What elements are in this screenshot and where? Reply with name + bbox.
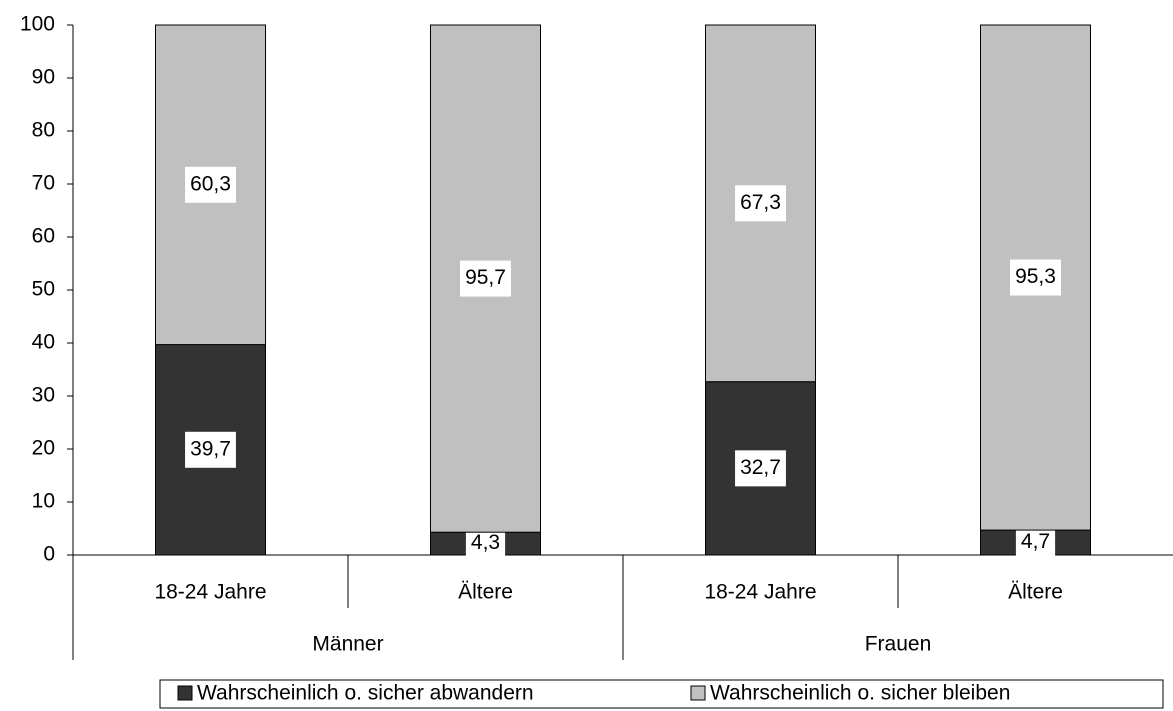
bar-segment xyxy=(980,24,1091,531)
y-tick-label: 80 xyxy=(32,119,55,142)
data-label-box xyxy=(185,166,236,203)
legend-label: Wahrscheinlich o. sicher abwandern xyxy=(197,682,534,705)
legend-label: Wahrscheinlich o. sicher bleiben xyxy=(710,682,1010,705)
y-tick-label: 40 xyxy=(32,331,55,354)
x-tick-label: 18-24 Jahre xyxy=(704,581,816,604)
y-tick-label: 50 xyxy=(32,278,55,301)
data-label: 39,7 xyxy=(190,437,231,460)
legend-box xyxy=(159,679,1164,709)
data-label: 60,3 xyxy=(190,172,231,195)
data-label-box xyxy=(735,185,786,222)
group-label: Männer xyxy=(312,633,383,656)
legend-swatch xyxy=(177,685,193,701)
data-label-box xyxy=(460,260,511,297)
data-label: 4,3 xyxy=(471,531,500,554)
y-tick-label: 90 xyxy=(32,66,55,89)
y-tick-label: 30 xyxy=(32,384,55,407)
data-label: 67,3 xyxy=(740,191,781,214)
data-label: 32,7 xyxy=(740,456,781,479)
legend-swatch xyxy=(690,685,706,701)
x-tick-label: Ältere xyxy=(1008,581,1063,604)
y-tick-label: 70 xyxy=(32,172,55,195)
y-tick-label: 0 xyxy=(43,543,55,566)
x-tick-label: 18-24 Jahre xyxy=(154,581,266,604)
group-label: Frauen xyxy=(865,633,932,656)
y-tick-label: 10 xyxy=(32,490,55,513)
y-tick-label: 100 xyxy=(20,13,55,36)
data-label-box xyxy=(735,450,786,487)
data-label: 95,3 xyxy=(1015,265,1056,288)
data-label-box xyxy=(185,431,236,468)
data-label: 4,7 xyxy=(1021,530,1050,553)
data-label-box xyxy=(1010,259,1061,296)
y-tick-label: 60 xyxy=(32,225,55,248)
data-label: 95,7 xyxy=(465,266,506,289)
x-tick-label: Ältere xyxy=(458,581,513,604)
y-tick-label: 20 xyxy=(32,437,55,460)
